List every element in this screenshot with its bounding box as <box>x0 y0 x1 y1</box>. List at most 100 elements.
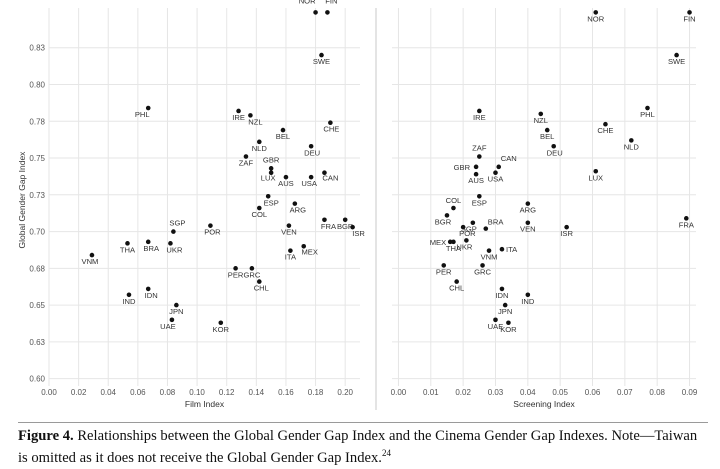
x-tick-label: 0.00 <box>391 388 407 397</box>
point-label: ZAF <box>472 144 487 153</box>
point-label: ZAF <box>239 159 254 168</box>
point-label: UKR <box>166 245 183 254</box>
data-point <box>308 174 314 180</box>
data-point <box>322 217 327 223</box>
point-label: DEU <box>304 148 320 157</box>
data-point <box>283 174 289 180</box>
data-point <box>288 248 293 253</box>
point-label: THA <box>446 244 462 253</box>
data-point <box>286 223 292 228</box>
data-point <box>168 241 173 246</box>
point-label: CHE <box>597 126 613 135</box>
point-label: SWE <box>668 57 685 66</box>
data-point <box>473 171 479 177</box>
data-point <box>441 263 447 268</box>
data-point <box>447 239 453 245</box>
y-axis-label: Global Gender Gap Index <box>17 151 27 249</box>
data-point <box>125 241 130 246</box>
point-label: COL <box>446 196 462 205</box>
data-point <box>687 10 692 15</box>
point-label: ARG <box>290 206 307 215</box>
data-point <box>525 201 531 206</box>
point-label: COL <box>251 210 267 219</box>
point-label: PER <box>228 270 244 279</box>
data-point <box>319 52 324 58</box>
point-label: UKR <box>456 242 473 251</box>
point-label: BRA <box>143 244 160 253</box>
point-label: IRE <box>473 113 486 122</box>
x-tick-label: 0.06 <box>130 388 146 397</box>
data-point <box>506 320 511 326</box>
point-label: ISR <box>352 229 365 238</box>
point-label: IRE <box>232 113 245 122</box>
data-point <box>544 127 550 133</box>
x-tick-label: 0.08 <box>160 388 176 397</box>
point-label: USA <box>488 175 505 184</box>
point-label: ITA <box>285 253 297 262</box>
data-point <box>249 266 255 271</box>
point-label: MEX <box>430 238 446 247</box>
x-tick-label: 0.04 <box>100 388 116 397</box>
x-tick-label: 0.12 <box>219 388 235 397</box>
figure-scatter-plots: 0.60 0.63 0.65 0.68 0.70 0.73 0.75 0.78 0.80 0.83… <box>17 0 698 410</box>
point-label: NLD <box>252 144 268 153</box>
data-point <box>444 213 450 218</box>
x-tick-label: 0.06 <box>585 388 601 397</box>
point-label: ESP <box>264 198 279 207</box>
x-tick-label: 0.00 <box>41 388 57 397</box>
point-label: CHL <box>254 284 269 293</box>
data-point <box>171 229 176 234</box>
point-label: FRA <box>321 222 337 231</box>
x-tick-label: 0.05 <box>552 388 568 397</box>
point-label: BEL <box>540 132 554 141</box>
caption-footnote: 24 <box>381 448 391 458</box>
point-label: IDN <box>145 291 158 300</box>
data-point <box>325 10 330 15</box>
point-label: JPN <box>498 307 512 316</box>
data-point <box>629 138 634 143</box>
data-point <box>256 279 262 284</box>
point-label: IDN <box>495 291 508 300</box>
point-label: CHL <box>449 284 464 293</box>
point-label: CAN <box>501 154 517 163</box>
data-point <box>538 111 544 117</box>
data-point <box>525 220 531 226</box>
x-tick-label: 0.20 <box>337 388 353 397</box>
x-tick-label: 0.08 <box>649 388 665 397</box>
point-label: ISR <box>560 229 573 238</box>
data-point <box>145 286 151 292</box>
point-label: GRC <box>243 270 260 279</box>
data-point <box>256 205 262 211</box>
point-label: SGP <box>461 225 477 234</box>
point-label: POR <box>204 228 221 237</box>
x-axis-label: Film Index <box>185 399 225 409</box>
data-point <box>280 127 286 133</box>
point-label: USA <box>301 179 318 188</box>
data-point <box>454 279 459 284</box>
data-point <box>593 10 599 15</box>
data-point <box>342 217 348 223</box>
data-point <box>256 139 262 145</box>
data-point <box>525 292 531 298</box>
data-point <box>350 224 355 230</box>
data-point <box>208 223 213 228</box>
data-point <box>486 248 492 253</box>
caption-text: Relationships between the Global Gender … <box>18 428 698 466</box>
point-label: BRA <box>488 218 505 227</box>
data-point <box>551 143 557 149</box>
x-tick-label: 0.02 <box>455 388 471 397</box>
data-point <box>218 320 224 326</box>
data-point <box>301 243 307 249</box>
y-tick-label: 0.83 <box>29 44 45 53</box>
point-label: ITA <box>506 245 518 254</box>
data-point <box>248 113 253 118</box>
point-label: NZL <box>248 117 262 126</box>
data-point <box>493 317 498 323</box>
point-label: VEN <box>520 225 536 234</box>
data-point <box>243 154 249 159</box>
data-point <box>499 286 505 292</box>
data-point <box>322 170 327 176</box>
x-tick-label: 0.02 <box>71 388 87 397</box>
y-tick-label: 0.70 <box>29 228 45 237</box>
data-point <box>268 166 274 171</box>
